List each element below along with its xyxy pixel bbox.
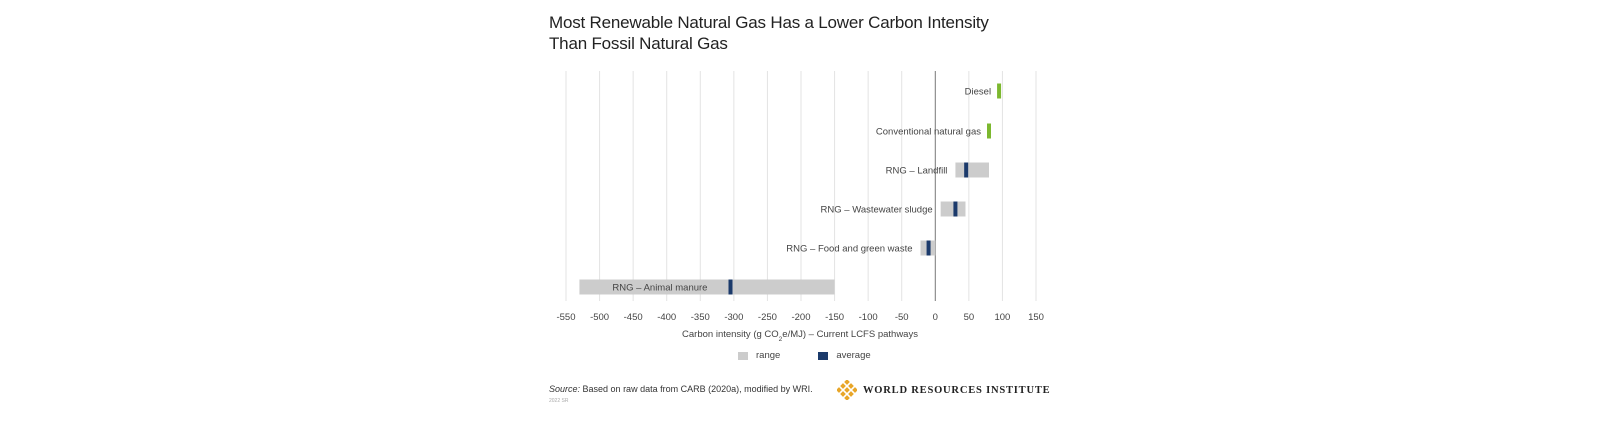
x-tick-label: -350	[691, 312, 710, 323]
range-bar	[940, 201, 966, 217]
range-bar	[579, 279, 835, 295]
x-tick-label: -50	[895, 312, 909, 323]
source-note: Source: Based on raw data from CARB (202…	[549, 384, 813, 394]
x-tick-label: 0	[933, 312, 938, 323]
category-label: RNG – Food and green waste	[786, 244, 912, 255]
x-tick-label: -400	[657, 312, 676, 323]
category-label: RNG – Animal manure	[612, 283, 707, 294]
chart-legend: range average	[738, 350, 909, 361]
chart-title-line-2: Than Fossil Natural Gas	[549, 34, 728, 53]
x-tick-label: -200	[791, 312, 810, 323]
wri-logo-text: WORLD RESOURCES INSTITUTE	[863, 384, 1051, 396]
average-mark	[953, 201, 958, 217]
x-tick-label: -500	[590, 312, 609, 323]
x-tick-label: -100	[859, 312, 878, 323]
x-tick-label: -450	[624, 312, 643, 323]
x-axis-title: Carbon intensity (g CO2e/MJ) – Current L…	[682, 329, 918, 343]
x-tick-label: -550	[556, 312, 575, 323]
category-label: RNG – Wastewater sludge	[821, 205, 933, 216]
source-text: Based on raw data from CARB (2020a), mod…	[580, 384, 813, 394]
x-tick-label: 150	[1028, 312, 1044, 323]
chart-title: Most Renewable Natural Gas Has a Lower C…	[549, 12, 1069, 54]
category-label: RNG – Landfill	[886, 166, 948, 177]
x-tick-label: -150	[825, 312, 844, 323]
average-mark	[926, 240, 931, 256]
range-bar	[955, 162, 989, 178]
source-label: Source:	[549, 384, 581, 394]
value-mark	[997, 83, 1002, 99]
average-mark	[728, 279, 733, 295]
average-mark	[964, 162, 969, 178]
value-mark	[987, 123, 991, 139]
footnote-code: 2022 SR	[549, 398, 569, 404]
category-label: Diesel	[965, 87, 991, 98]
legend-item-average: average	[818, 350, 871, 361]
legend-label-average: average	[836, 350, 871, 361]
x-tick-label: -300	[724, 312, 743, 323]
legend-label-range: range	[756, 350, 781, 361]
legend-swatch-average	[818, 351, 829, 360]
chart-title-line-1: Most Renewable Natural Gas Has a Lower C…	[549, 13, 989, 32]
legend-swatch-range	[738, 351, 748, 360]
x-tick-label: 100	[994, 312, 1010, 323]
wri-logo: WORLD RESOURCES INSTITUTE	[837, 380, 1050, 400]
legend-item-range: range	[738, 350, 780, 361]
x-tick-label: 50	[964, 312, 975, 323]
category-label: Conventional natural gas	[876, 127, 981, 138]
x-tick-label: -250	[758, 312, 777, 323]
wri-logo-icon	[837, 380, 857, 400]
